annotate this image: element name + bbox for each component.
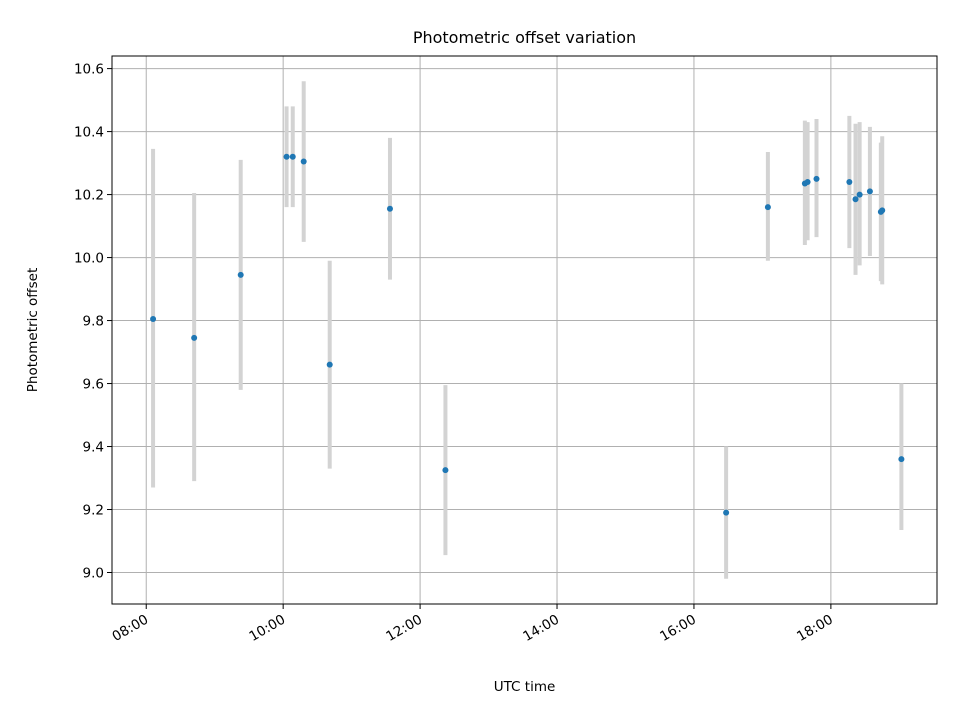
data-point xyxy=(300,158,307,165)
data-point xyxy=(191,334,198,341)
y-tick-label: 9.2 xyxy=(83,503,104,519)
x-tick-label: 10:00 xyxy=(246,612,288,645)
y-tick-label: 9.6 xyxy=(83,377,104,393)
data-points xyxy=(150,153,905,516)
x-axis: 08:00 10:00 12:00 14:00 16:00 18:00 xyxy=(110,604,836,645)
x-tick-label: 14:00 xyxy=(520,612,562,645)
x-tick-label: 16:00 xyxy=(657,612,699,645)
data-point xyxy=(150,315,157,322)
grid xyxy=(112,56,937,604)
data-point xyxy=(237,271,244,278)
data-point xyxy=(386,205,393,212)
data-point xyxy=(442,467,449,474)
x-tick-label: 18:00 xyxy=(794,612,836,645)
y-tick-label: 10.2 xyxy=(74,188,104,204)
data-point xyxy=(804,178,811,185)
data-point xyxy=(813,175,820,182)
y-tick-label: 10.4 xyxy=(74,125,104,141)
x-axis-label: UTC time xyxy=(494,679,556,695)
error-bars xyxy=(151,81,904,579)
data-point xyxy=(283,153,290,160)
y-tick-label: 9.8 xyxy=(83,314,104,330)
data-point xyxy=(866,188,873,195)
data-point xyxy=(856,191,863,198)
data-point xyxy=(879,207,886,214)
chart-title: Photometric offset variation xyxy=(413,28,636,47)
plot-area-frame xyxy=(111,55,938,605)
y-axis-label: Photometric offset xyxy=(25,268,41,392)
data-point xyxy=(723,509,730,516)
data-point xyxy=(852,196,859,203)
data-point xyxy=(898,456,905,463)
y-tick-label: 9.4 xyxy=(83,440,104,456)
x-tick-label: 08:00 xyxy=(110,612,152,645)
y-tick-label: 10.6 xyxy=(74,62,104,78)
x-tick-label: 12:00 xyxy=(383,612,425,645)
data-point xyxy=(326,361,333,368)
data-point xyxy=(764,204,771,211)
y-tick-label: 9.0 xyxy=(83,566,104,582)
data-point xyxy=(846,178,853,185)
y-tick-label: 10.0 xyxy=(74,251,104,267)
y-axis: 9.0 9.2 9.4 9.6 9.8 10.0 10.2 10.4 10.6 xyxy=(74,62,112,582)
data-point xyxy=(289,153,296,160)
